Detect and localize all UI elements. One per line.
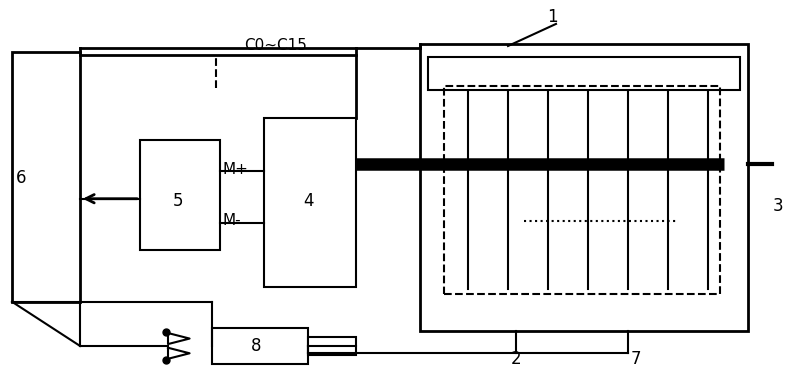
Bar — [212, 328, 308, 364]
Bar — [140, 140, 220, 250]
Text: 4: 4 — [302, 192, 314, 209]
Bar — [444, 86, 720, 294]
Text: C0~C15: C0~C15 — [244, 39, 307, 53]
Text: 8: 8 — [250, 337, 262, 355]
Text: 6: 6 — [15, 170, 26, 187]
Text: 2: 2 — [510, 350, 522, 368]
Text: 5: 5 — [172, 192, 183, 209]
Text: 7: 7 — [630, 350, 642, 368]
Text: M+: M+ — [222, 162, 248, 177]
Text: 1: 1 — [546, 8, 558, 25]
Bar — [308, 337, 356, 355]
Bar — [264, 118, 356, 287]
Bar — [420, 44, 748, 331]
Text: 3: 3 — [772, 197, 783, 215]
Bar — [12, 52, 80, 302]
Bar — [428, 57, 740, 90]
Text: M-: M- — [222, 213, 241, 228]
